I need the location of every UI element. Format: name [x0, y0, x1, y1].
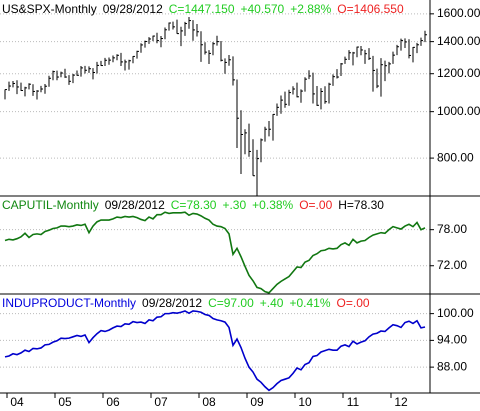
title-part: O=.00: [337, 296, 370, 310]
x-tick-label: 07: [154, 395, 168, 409]
title-part: US&SPX-Monthly: [2, 2, 97, 16]
title-part: 09/28/2012: [142, 296, 202, 310]
y-tick-label: 78.00: [437, 222, 467, 236]
x-tick-label: 11: [347, 395, 360, 409]
x-tick-label: 12: [394, 395, 408, 409]
title-part: C=78.30: [171, 198, 217, 212]
title-part: +0.41%: [289, 296, 330, 310]
title-part: C=1447.150: [169, 2, 235, 16]
title-part: O=1406.550: [337, 2, 404, 16]
title-part: H=78.30: [338, 198, 384, 212]
series-line: [4, 310, 426, 392]
y-tick-label: 1200.00: [437, 66, 480, 80]
title-part: +.40: [260, 296, 284, 310]
y-tick-label: 1000.00: [437, 104, 480, 118]
x-tick-label: 09: [250, 395, 264, 409]
title-part: O=.00: [299, 198, 332, 212]
x-tick-label: 10: [298, 395, 312, 409]
y-tick-label: 100.00: [437, 306, 474, 320]
title-part: +40.570: [241, 2, 285, 16]
title-part: +.30: [222, 198, 246, 212]
title-part: CAPUTIL-Monthly: [2, 198, 99, 212]
title-part: INDUPRODUCT-Monthly: [2, 296, 136, 310]
series-line: [4, 211, 426, 294]
x-tick-label: 04: [10, 395, 24, 409]
y-tick-label: 88.00: [437, 359, 467, 373]
y-tick-label: 1600.00: [437, 6, 480, 20]
title-part: 09/28/2012: [105, 198, 165, 212]
y-tick-label: 72.00: [437, 258, 467, 272]
y-tick-label: 800.00: [437, 150, 474, 164]
title-part: 09/28/2012: [103, 2, 163, 16]
title-part: +0.38%: [252, 198, 293, 212]
x-tick-label: 08: [202, 395, 216, 409]
y-tick-label: 1400.00: [437, 34, 480, 48]
title-part: C=97.00: [208, 296, 254, 310]
x-tick-label: 06: [106, 395, 120, 409]
y-tick-label: 94.00: [437, 333, 467, 347]
title-part: +2.88%: [290, 2, 331, 16]
x-tick-label: 05: [58, 395, 72, 409]
